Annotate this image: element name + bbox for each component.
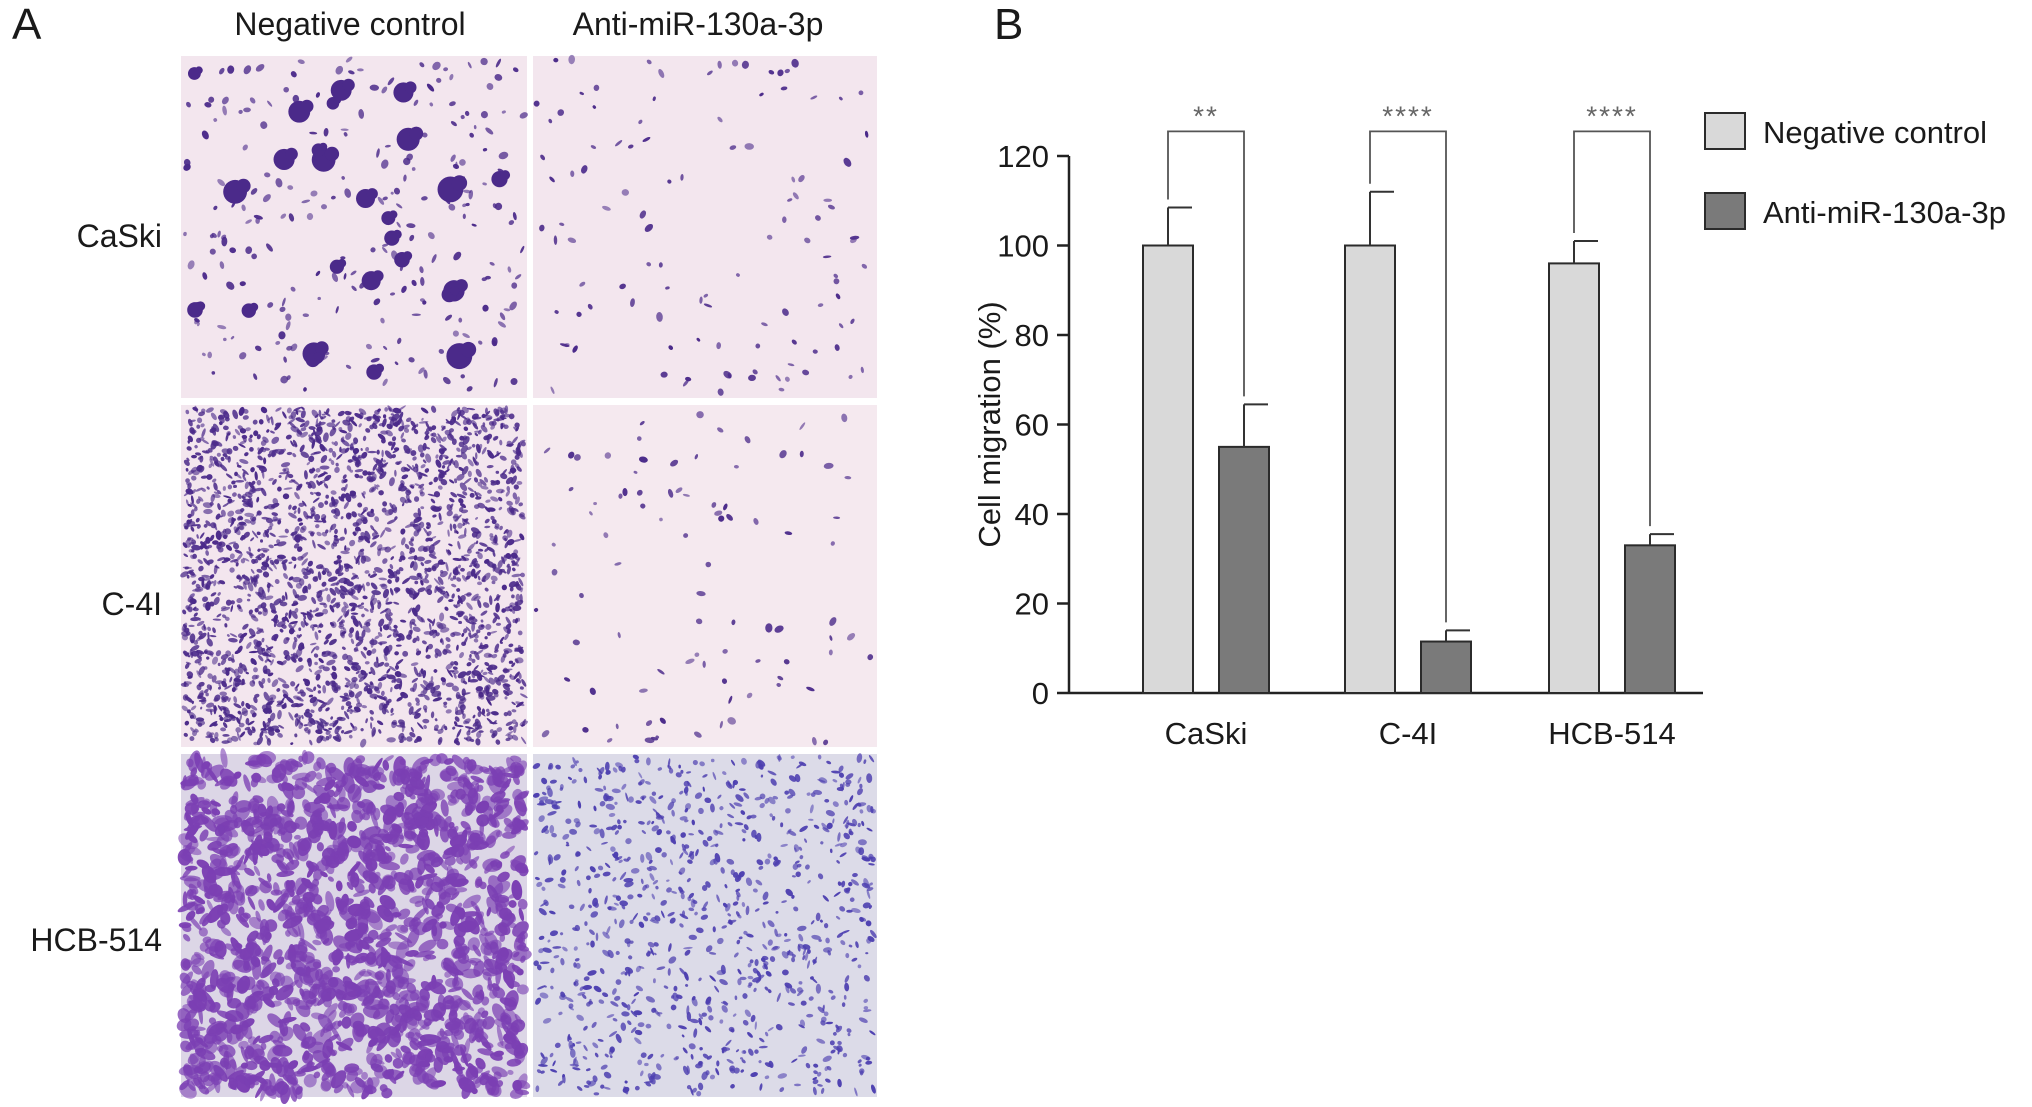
row-header-c4i: C-4I (101, 586, 162, 622)
y-tick-label: 80 (1015, 318, 1049, 353)
y-tick-label: 40 (1015, 497, 1049, 532)
significance-bracket (1167, 130, 1245, 397)
micrograph-caski-negative (181, 56, 528, 398)
bar-chart: Cell migration (%) 0 20 40 60 80 100 120 CaSki C-… (972, 100, 2006, 751)
micrograph-grid (176, 54, 877, 1105)
x-tick-label: CaSki (1165, 716, 1248, 751)
legend-label: Negative control (1763, 115, 1987, 150)
micrograph-hcb514-negative (176, 748, 532, 1105)
bar (1420, 640, 1472, 694)
legend-swatch (1704, 112, 1746, 150)
bar (1548, 262, 1600, 694)
row-header-hcb514: HCB-514 (30, 922, 162, 958)
micrograph-c4i-anti (533, 405, 877, 747)
micrograph-hcb514-anti (532, 753, 877, 1097)
significance-bracket (1573, 130, 1651, 527)
significance-label: **** (1586, 100, 1638, 131)
panel-a-letter: A (12, 0, 42, 49)
row-header-caski: CaSki (76, 218, 162, 254)
legend-swatch (1704, 192, 1746, 230)
x-tick-label: HCB-514 (1548, 716, 1676, 751)
bar (1142, 244, 1194, 694)
y-tick-label: 120 (997, 139, 1049, 174)
bar (1624, 544, 1676, 695)
significance-label: **** (1382, 100, 1434, 131)
panel-b-letter: B (994, 0, 1024, 49)
bar (1344, 244, 1396, 694)
micrograph-caski-anti (533, 54, 877, 398)
micrograph-c4i-negative (180, 405, 528, 748)
y-tick-label: 100 (997, 229, 1049, 264)
column-header-negative-control: Negative control (234, 6, 466, 42)
bar (1218, 445, 1270, 694)
y-tick-label: 60 (1015, 408, 1049, 443)
x-tick-label: C-4I (1379, 716, 1438, 751)
y-tick-label: 0 (1032, 676, 1049, 711)
significance-label: ** (1193, 100, 1219, 131)
column-header-anti-mir: Anti-miR-130a-3p (572, 6, 824, 42)
y-axis-label: Cell migration (%) (972, 301, 1007, 547)
y-tick-label: 20 (1015, 587, 1049, 622)
legend-label: Anti-miR-130a-3p (1763, 195, 2006, 230)
significance-bracket (1369, 130, 1447, 623)
